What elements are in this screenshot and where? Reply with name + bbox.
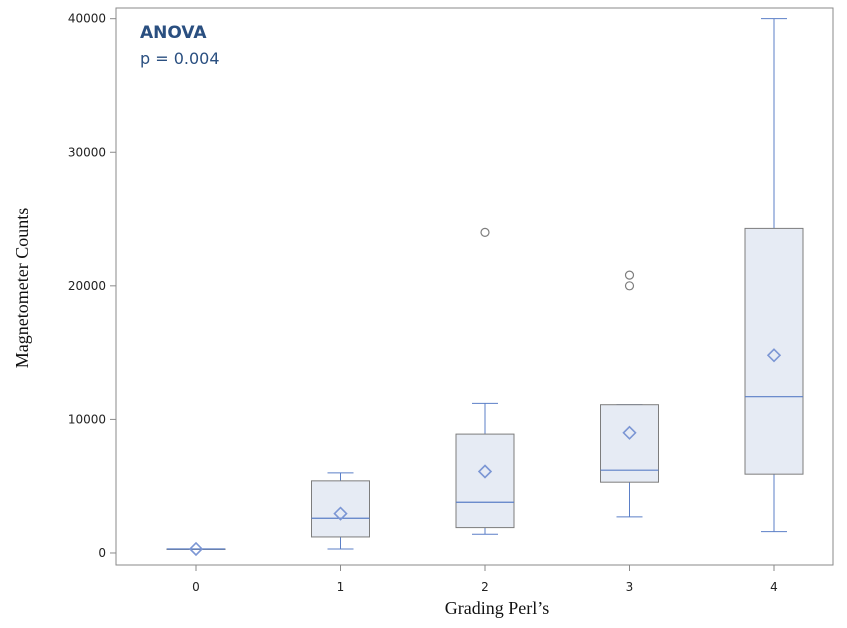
mean-marker (333, 506, 348, 521)
y-tick-label: 10000 (68, 412, 106, 426)
outlier-point (624, 281, 635, 291)
y-axis-title: Magnetometer Counts (12, 208, 32, 368)
y-tick-label: 0 (98, 546, 106, 560)
plot-frame (115, 7, 834, 566)
y-tick-label: 30000 (68, 145, 106, 159)
outlier-point (480, 227, 490, 238)
box-group (455, 227, 515, 535)
x-tick-label: 4 (770, 580, 778, 594)
x-tick-label: 0 (192, 580, 200, 594)
iqr-box (455, 433, 515, 529)
mean-marker (477, 464, 493, 479)
x-tick-label: 3 (626, 580, 634, 594)
x-axis: 0 1 2 3 4 (192, 565, 778, 594)
y-tick-label: 40000 (68, 12, 106, 26)
x-tick-label: 1 (337, 580, 345, 594)
anova-title: ANOVA (140, 23, 207, 43)
iqr-box (744, 227, 804, 475)
outlier-point (624, 270, 635, 280)
mean-marker (622, 425, 637, 440)
boxes-layer (166, 18, 804, 557)
y-axis: 0 10000 20000 30000 40000 (68, 12, 116, 560)
iqr-box (600, 404, 659, 483)
box-group (744, 18, 804, 533)
mean-marker (766, 348, 782, 363)
y-tick-label: 20000 (68, 279, 106, 293)
iqr-box (311, 480, 370, 538)
box-group (311, 472, 370, 550)
box-group (166, 541, 226, 557)
box-group (600, 270, 659, 518)
x-axis-title: Grading Perl’s (445, 598, 549, 618)
x-tick-label: 2 (481, 580, 489, 594)
mean-marker (188, 541, 204, 557)
anova-p-value: p = 0.004 (140, 49, 220, 68)
